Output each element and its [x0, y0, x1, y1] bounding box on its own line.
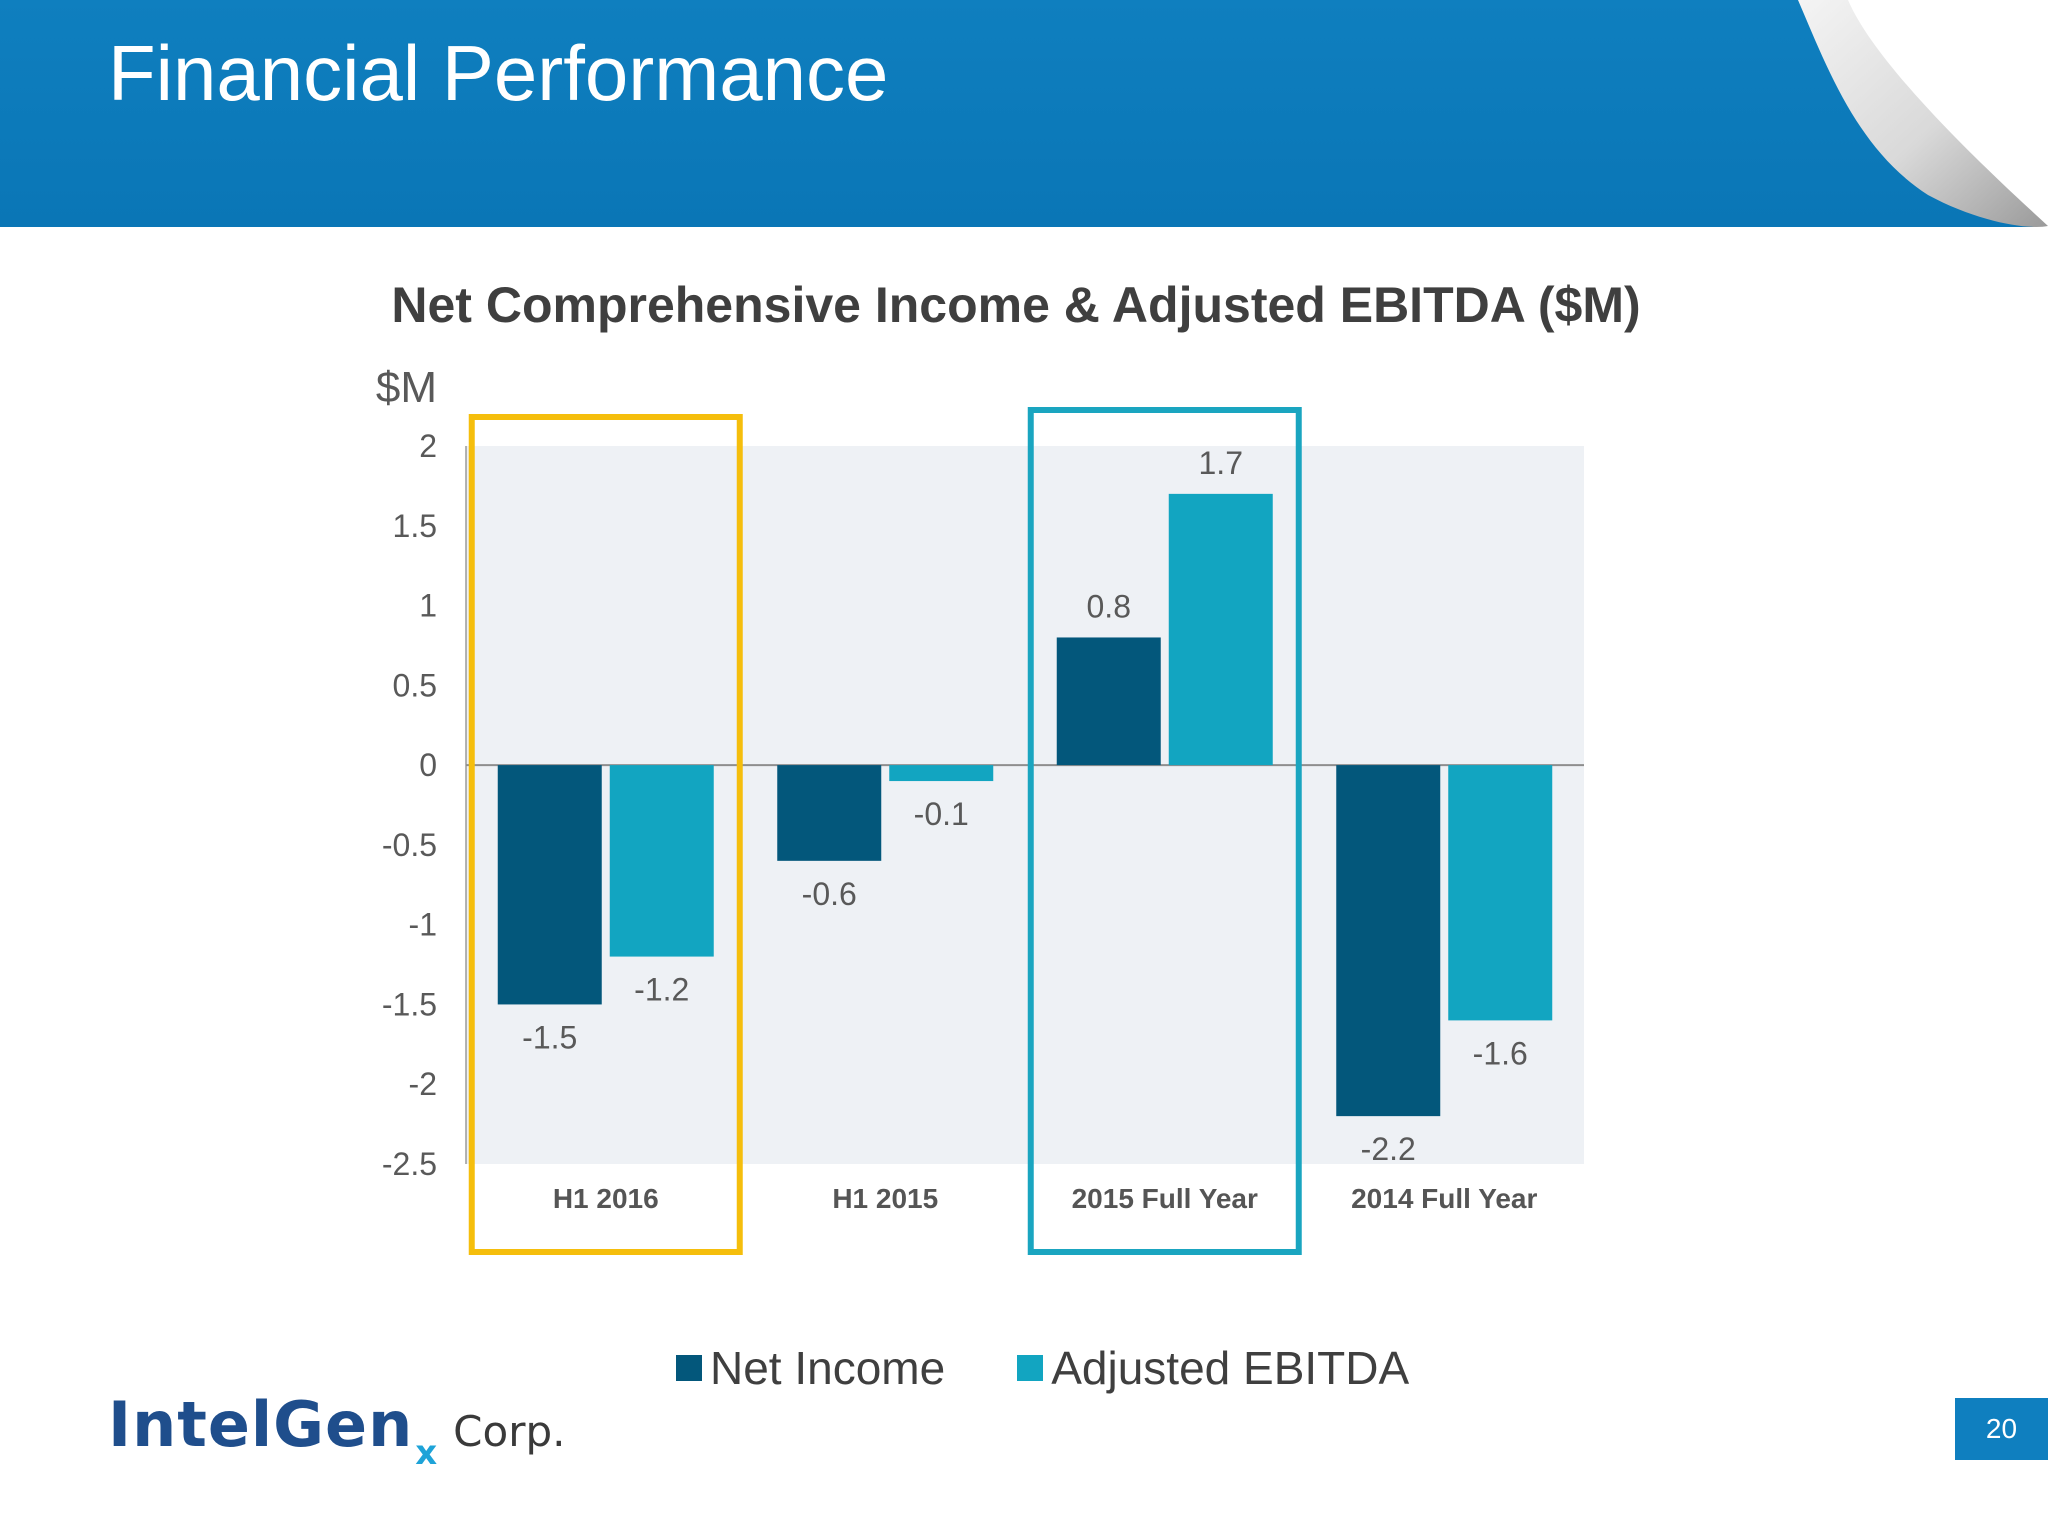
- y-tick-label: 2: [419, 428, 437, 464]
- data-label-net-income-h1-2016: -1.5: [522, 1019, 577, 1055]
- y-tick-label: 0: [419, 747, 437, 783]
- chart-title: Net Comprehensive Income & Adjusted EBIT…: [391, 277, 1641, 333]
- page-number: 20: [1955, 1398, 2048, 1460]
- bar-adjusted-ebitda-2014-full-year: [1448, 765, 1553, 1021]
- slide-title: Financial Performance: [108, 29, 889, 117]
- bar-net-income-2014-full-year: [1336, 765, 1441, 1117]
- legend-item-net-income: Net Income: [676, 1341, 945, 1395]
- data-label-adjusted-ebitda-2014-full-year: -1.6: [1473, 1035, 1528, 1071]
- company-logo: IntelGen x Corp.: [108, 1388, 566, 1473]
- bar-adjusted-ebitda-h1-2015: [889, 765, 994, 782]
- x-tick-label-h1-2015: H1 2015: [832, 1183, 938, 1214]
- bar-adjusted-ebitda-h1-2016: [609, 765, 714, 957]
- legend-item-adjusted-ebitda: Adjusted EBITDA: [1017, 1341, 1409, 1395]
- data-label-adjusted-ebitda-h1-2015: -0.1: [914, 796, 969, 832]
- y-tick-label: 1: [419, 588, 437, 624]
- data-label-adjusted-ebitda-2015-full-year: 1.7: [1199, 445, 1243, 481]
- data-label-net-income-2015-full-year: 0.8: [1087, 588, 1131, 624]
- y-tick-label: -2: [409, 1066, 437, 1102]
- x-tick-label-h1-2016: H1 2016: [553, 1183, 659, 1214]
- bar-net-income-h1-2015: [777, 765, 882, 861]
- logo-corp-text: Corp.: [453, 1407, 566, 1456]
- y-tick-label: -0.5: [382, 827, 437, 863]
- y-tick-label: -1.5: [382, 986, 437, 1022]
- bar-adjusted-ebitda-2015-full-year: [1168, 493, 1273, 766]
- bar-net-income-2015-full-year: [1056, 637, 1161, 766]
- y-tick-label: 0.5: [393, 667, 437, 703]
- bar-net-income-h1-2016: [497, 765, 602, 1005]
- y-tick-label: -2.5: [382, 1146, 437, 1182]
- page-curl-decoration: [1798, 0, 2048, 240]
- highlight-box-2015-full-year: [1027, 407, 1302, 1255]
- chart-legend: Net Income Adjusted EBITDA: [676, 1338, 1481, 1398]
- data-label-net-income-2014-full-year: -2.2: [1361, 1131, 1416, 1167]
- x-tick-label-2015-full-year: 2015 Full Year: [1072, 1183, 1258, 1214]
- data-label-adjusted-ebitda-h1-2016: -1.2: [634, 972, 689, 1008]
- legend-swatch-adjusted-ebitda: [1017, 1355, 1044, 1381]
- y-tick-label: 1.5: [393, 508, 437, 544]
- y-tick-label: -1: [409, 907, 437, 943]
- legend-label-adjusted-ebitda: Adjusted EBITDA: [1051, 1342, 1410, 1394]
- x-tick-label-2014-full-year: 2014 Full Year: [1351, 1183, 1537, 1214]
- logo-subscript: x: [415, 1433, 438, 1473]
- bar-chart: $M 2 1.5 1 0.5 0 -0.5 -1 -1.5 -2 -2.5 -1.5 -1.2 H1 20…: [376, 363, 1584, 1255]
- header-banner: [0, 0, 2048, 227]
- logo-main-text: IntelGen: [108, 1388, 414, 1461]
- legend-swatch-net-income: [676, 1355, 702, 1381]
- highlight-box-h1-2016: [468, 414, 743, 1255]
- y-axis-label: $M: [376, 363, 437, 412]
- legend-label-net-income: Net Income: [710, 1342, 946, 1394]
- data-label-net-income-h1-2015: -0.6: [802, 876, 857, 912]
